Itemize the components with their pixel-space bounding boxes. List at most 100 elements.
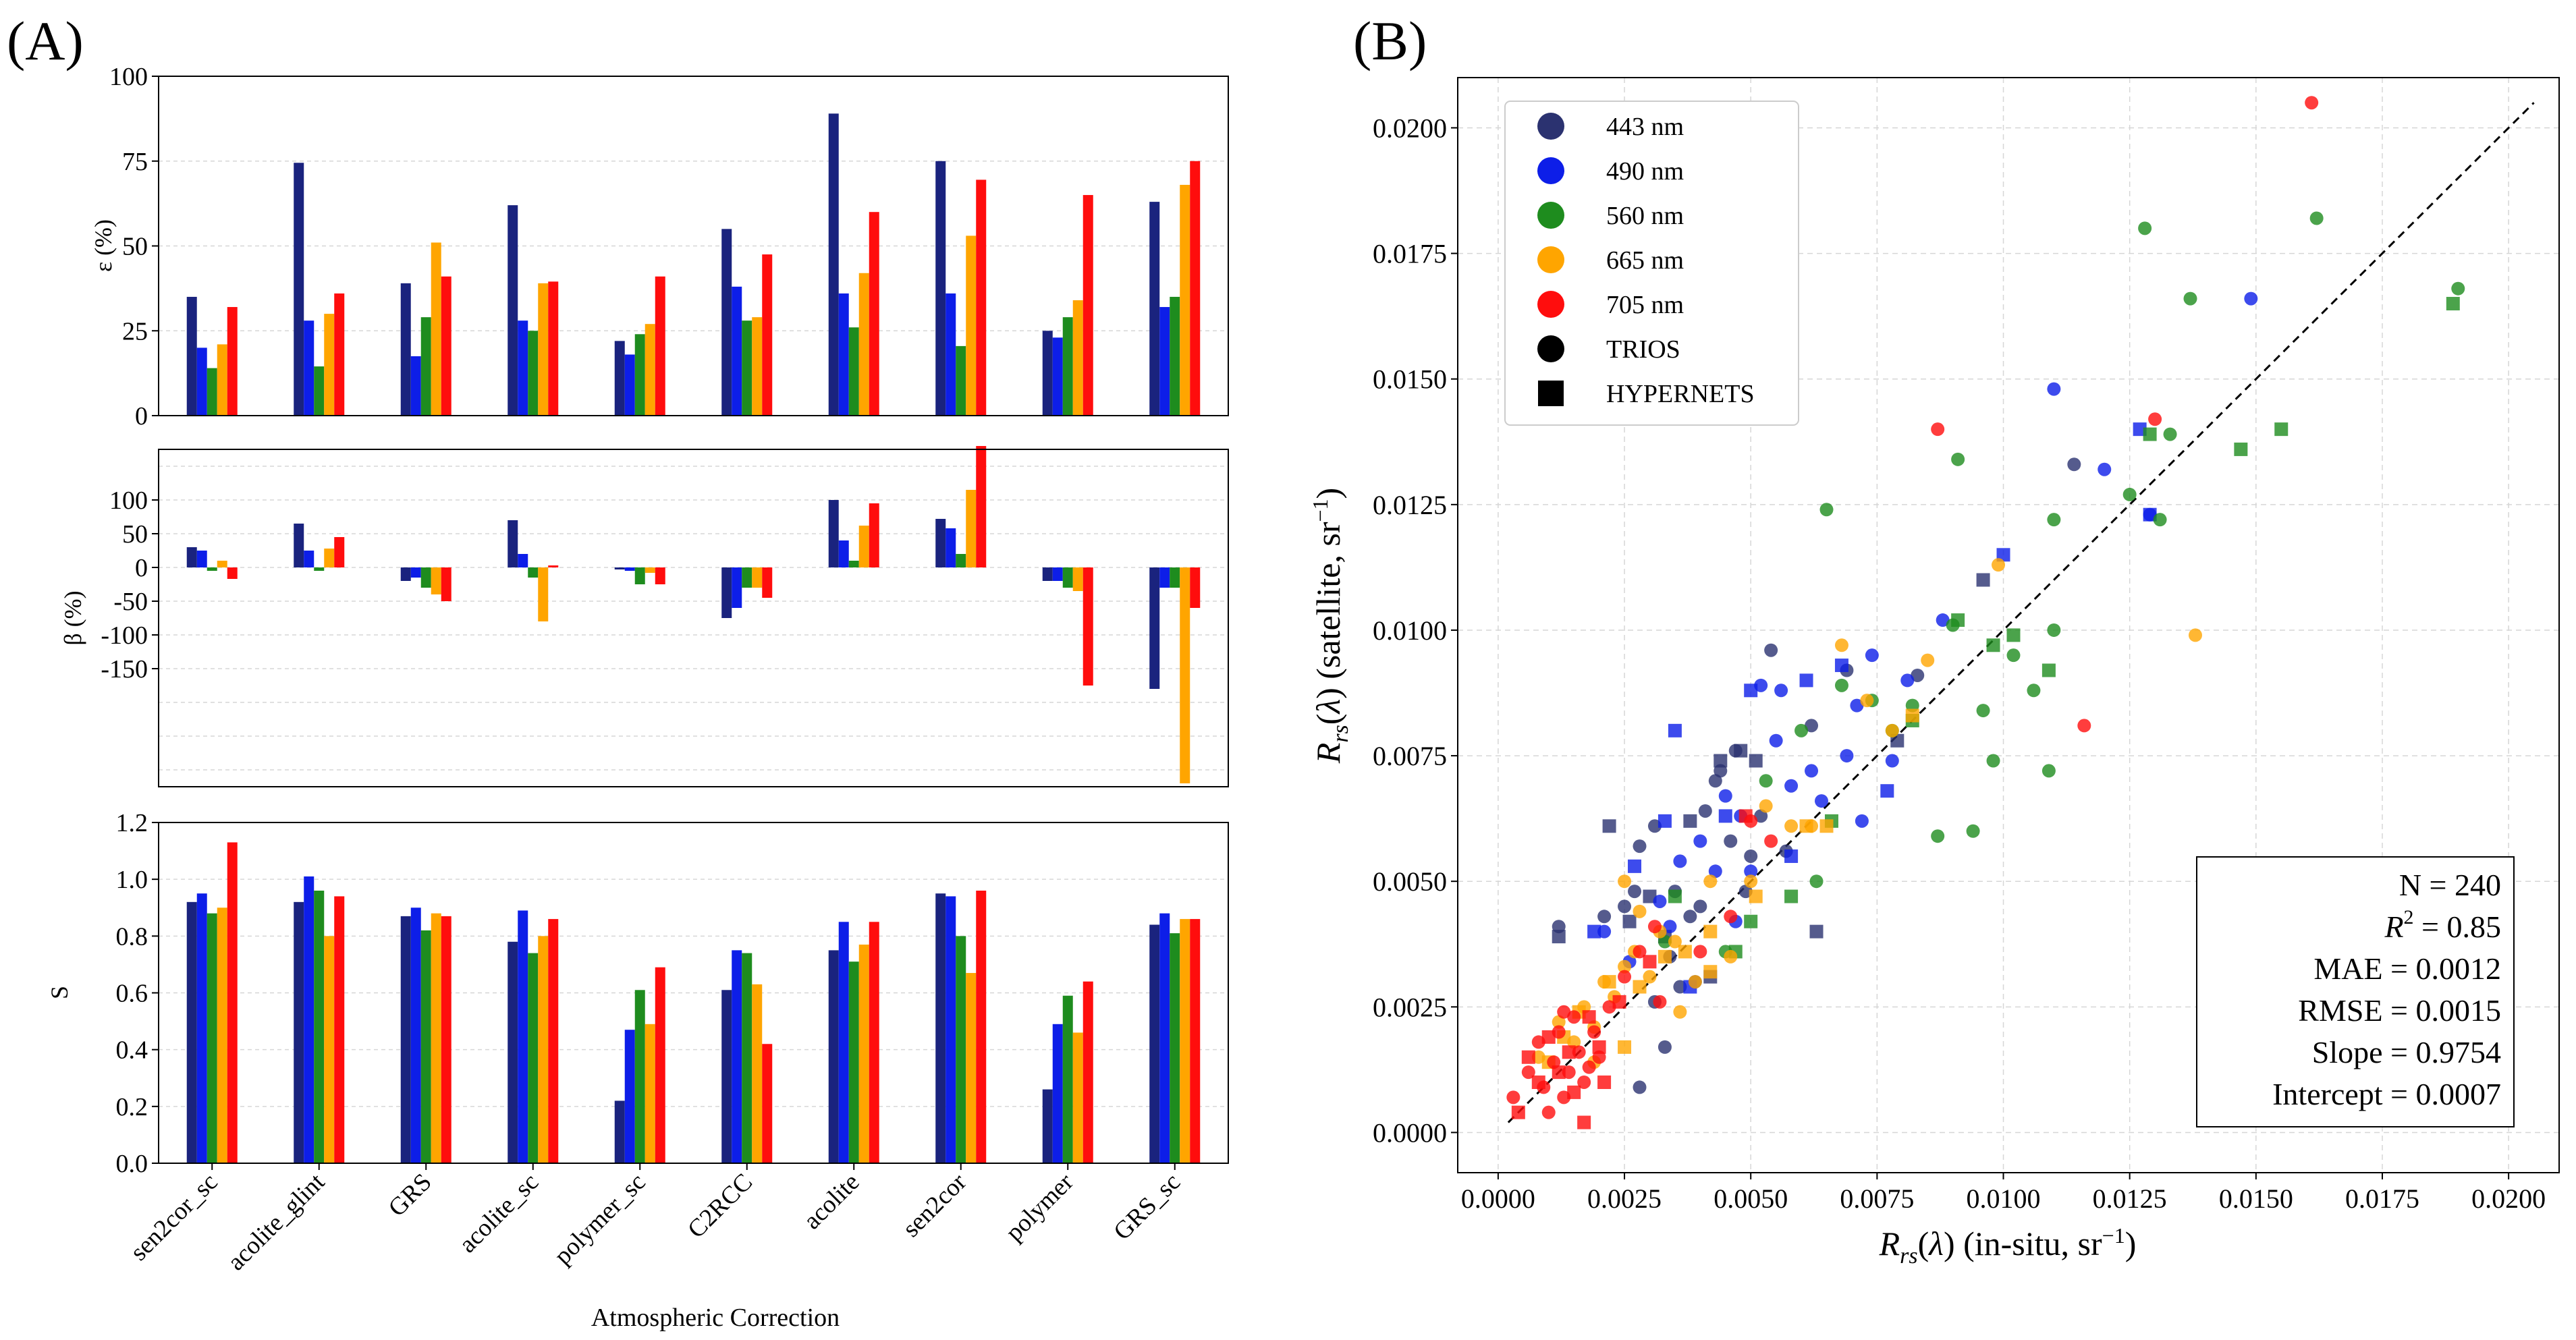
y-tick-label: -50 bbox=[113, 588, 148, 616]
bar-acolite-1 bbox=[838, 922, 849, 1163]
y-tick-label: 0.6 bbox=[116, 980, 148, 1008]
y-axis-label: Rrs(λ) (satellite, sr−1) bbox=[1308, 488, 1353, 764]
x-tick-label: sen2cor bbox=[898, 1168, 972, 1242]
point-circle-560nm bbox=[1759, 774, 1773, 788]
point-square-443nm bbox=[1643, 889, 1657, 903]
bar-polymer-4 bbox=[1083, 981, 1093, 1163]
point-square-665nm bbox=[1905, 708, 1919, 723]
point-circle-665nm bbox=[1759, 799, 1773, 813]
legend-label: 560 nm bbox=[1606, 202, 1684, 230]
point-circle-665nm bbox=[1724, 949, 1738, 964]
bar-GRS_sc-4 bbox=[1190, 919, 1201, 1163]
bar-GRS_sc-0 bbox=[1149, 202, 1160, 416]
point-circle-490nm bbox=[1936, 613, 1950, 627]
legend-label: 705 nm bbox=[1606, 291, 1684, 319]
bar-polymer-2 bbox=[1062, 317, 1073, 416]
bar-sen2cor_sc-1 bbox=[196, 893, 207, 1163]
bar-acolite_glint-2 bbox=[314, 366, 325, 416]
bar-GRS_sc-2 bbox=[1170, 296, 1180, 416]
a-x-axis-label: Atmospheric Correction bbox=[591, 1304, 840, 1332]
bar-acolite_glint-1 bbox=[304, 551, 314, 567]
point-circle-705nm bbox=[1618, 970, 1632, 984]
point-square-705nm bbox=[1582, 1010, 1596, 1024]
bar-GRS-3 bbox=[431, 913, 441, 1163]
point-circle-490nm bbox=[1815, 794, 1829, 808]
point-square-490nm bbox=[1880, 784, 1894, 798]
x-tick-label: sen2cor_sc bbox=[125, 1168, 223, 1266]
point-square-490nm bbox=[2143, 507, 2157, 522]
point-circle-443nm bbox=[1657, 1040, 1672, 1054]
y-tick-label: 100 bbox=[109, 63, 148, 91]
point-square-443nm bbox=[1552, 930, 1566, 944]
legend-marker bbox=[1537, 291, 1564, 318]
bar-sen2cor_sc-2 bbox=[207, 368, 217, 416]
bar-GRS_sc-4 bbox=[1190, 161, 1201, 416]
point-circle-490nm bbox=[1708, 864, 1722, 878]
point-square-665nm bbox=[1749, 889, 1763, 903]
s-bar-chart: 0.0 0.2 0.4 0.6 0.8 1.0 1.2 sen2cor_scacolite_g… bbox=[46, 809, 1229, 1332]
point-circle-560nm bbox=[2047, 623, 2061, 637]
bar-acolite_glint-4 bbox=[334, 896, 345, 1163]
y-tick-label: 0.0150 bbox=[1373, 364, 1447, 395]
bar-acolite_sc-0 bbox=[508, 941, 518, 1163]
bar-GRS-2 bbox=[420, 317, 431, 416]
point-circle-705nm bbox=[1567, 1010, 1581, 1024]
point-square-665nm bbox=[1703, 965, 1718, 979]
bar-acolite_glint-4 bbox=[334, 293, 345, 416]
y-tick-label: 50 bbox=[122, 233, 148, 261]
point-circle-665nm bbox=[1703, 874, 1718, 889]
point-circle-560nm bbox=[2027, 683, 2041, 698]
bar-C2RCC-2 bbox=[742, 320, 752, 416]
x-tick-label: acolite bbox=[798, 1168, 865, 1235]
point-circle-560nm bbox=[2163, 427, 2177, 441]
stat-r2: R2 = 0.85 bbox=[2384, 906, 2501, 944]
stat-slope: Slope = 0.9754 bbox=[2312, 1035, 2501, 1069]
point-square-560nm bbox=[2274, 422, 2289, 437]
bar-acolite_sc-1 bbox=[518, 554, 528, 567]
bar-polymer_sc-1 bbox=[624, 567, 635, 571]
bar-GRS-4 bbox=[441, 276, 451, 416]
point-circle-443nm bbox=[1693, 899, 1707, 914]
point-circle-560nm bbox=[2183, 291, 2197, 306]
point-circle-560nm bbox=[1794, 723, 1809, 737]
bar-acolite-3 bbox=[858, 944, 869, 1163]
scatter-plot: 0.0000 0.0025 0.0050 0.0075 0.0100 0.0125 0.01… bbox=[1308, 77, 2560, 1268]
y-tick-label: 25 bbox=[122, 317, 148, 345]
point-square-560nm bbox=[2234, 442, 2248, 456]
bar-C2RCC-1 bbox=[732, 567, 742, 608]
bar-polymer_sc-3 bbox=[645, 567, 655, 573]
point-square-665nm bbox=[1799, 819, 1813, 833]
bar-sen2cor_sc-1 bbox=[196, 551, 207, 567]
point-square-665nm bbox=[1819, 819, 1834, 833]
bar-GRS_sc-3 bbox=[1180, 567, 1190, 783]
point-square-705nm bbox=[1643, 955, 1657, 969]
point-circle-560nm bbox=[2006, 648, 2021, 663]
point-circle-665nm bbox=[1688, 975, 1702, 989]
point-square-705nm bbox=[1562, 1045, 1576, 1059]
legend-label: 443 nm bbox=[1606, 113, 1684, 141]
point-square-705nm bbox=[1541, 1030, 1556, 1044]
bar-sen2cor-4 bbox=[976, 891, 987, 1163]
bar-acolite_glint-1 bbox=[304, 320, 314, 416]
legend-marker bbox=[1537, 113, 1564, 140]
bar-polymer-1 bbox=[1052, 337, 1063, 416]
bar-acolite_sc-3 bbox=[538, 936, 549, 1163]
point-square-705nm bbox=[1552, 1065, 1566, 1080]
x-tick-label: 0.0175 bbox=[2345, 1183, 2419, 1214]
bar-acolite_sc-4 bbox=[548, 919, 559, 1163]
bar-C2RCC-2 bbox=[742, 567, 752, 588]
beta-bar-chart: 100 50 0 -50 -100 -150 β (%) bbox=[59, 446, 1229, 787]
bar-acolite_sc-0 bbox=[508, 205, 518, 416]
bar-polymer-1 bbox=[1052, 567, 1063, 581]
x-tick-label: 0.0125 bbox=[2093, 1183, 2167, 1214]
point-circle-665nm bbox=[1552, 1015, 1566, 1029]
point-square-665nm bbox=[1678, 945, 1692, 959]
bar-polymer-0 bbox=[1042, 567, 1053, 581]
point-circle-443nm bbox=[1805, 719, 1819, 733]
point-circle-490nm bbox=[1805, 764, 1819, 778]
point-square-560nm bbox=[2143, 427, 2157, 441]
point-square-560nm bbox=[1744, 914, 1758, 928]
s-y-axis-label: S bbox=[46, 986, 73, 999]
legend-marker bbox=[1537, 246, 1564, 273]
bar-sen2cor-1 bbox=[946, 293, 956, 416]
